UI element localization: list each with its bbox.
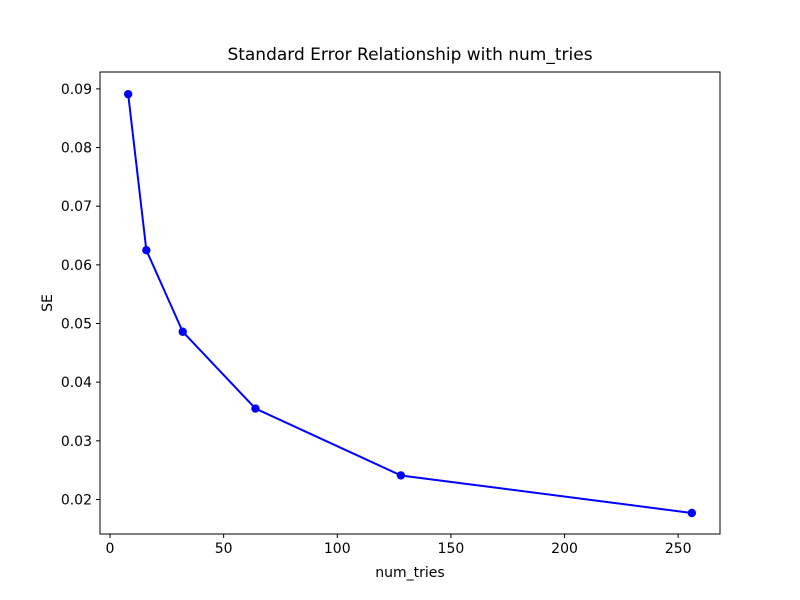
data-point (123, 89, 133, 99)
data-point (251, 404, 260, 413)
y-tick-label: 0.08 (61, 141, 92, 157)
data-point (178, 327, 187, 336)
x-tick-label: 200 (551, 541, 578, 557)
x-tick-label: 250 (665, 541, 692, 557)
x-tick-label: 100 (324, 541, 351, 557)
y-tick-label: 0.02 (61, 493, 92, 509)
y-tick-label: 0.07 (61, 199, 92, 215)
data-point (142, 246, 151, 255)
x-tick-label: 50 (215, 541, 233, 557)
chart-title: Standard Error Relationship with num_tri… (227, 45, 593, 65)
y-tick-label: 0.05 (61, 317, 92, 333)
x-tick-label: 150 (438, 541, 465, 557)
data-point (396, 471, 406, 480)
y-tick-label: 0.06 (61, 258, 92, 274)
data-line (127, 93, 693, 514)
y-tick-label: 0.03 (61, 434, 92, 450)
y-axis-label: SE (40, 294, 56, 312)
x-tick-label: 0 (106, 541, 115, 557)
y-tick-label: 0.04 (61, 375, 92, 391)
x-axis-label: num_tries (375, 565, 445, 581)
data-point (687, 508, 697, 518)
y-tick-label: 0.09 (61, 82, 92, 98)
plot-frame (99, 71, 721, 535)
